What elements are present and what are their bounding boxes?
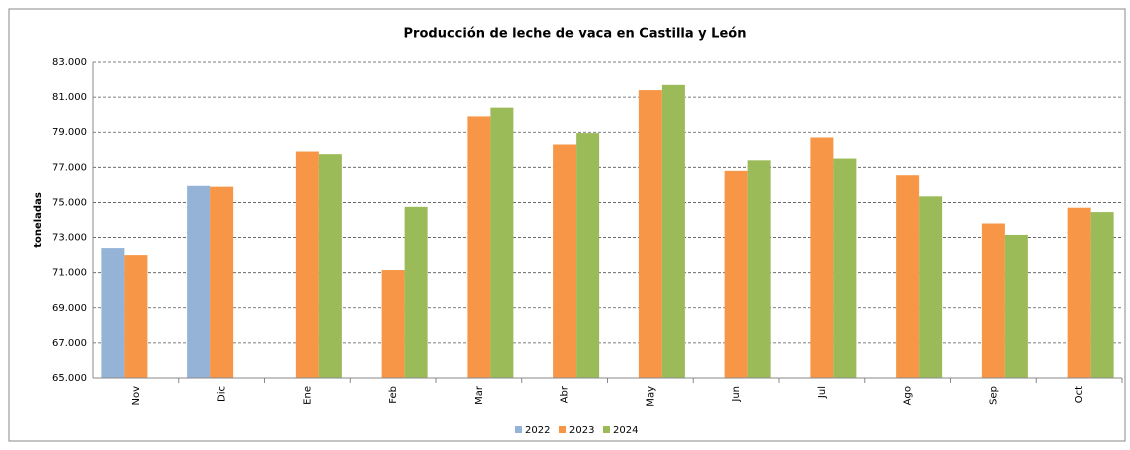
bar <box>1004 234 1028 378</box>
x-tick-label: Ene <box>302 386 313 405</box>
y-tick-label: 81.000 <box>52 92 87 103</box>
x-tick-label: Dic <box>217 386 228 402</box>
bar <box>638 90 662 378</box>
y-tick-label: 65.000 <box>52 373 87 384</box>
x-tick-label: Ago <box>903 386 914 405</box>
x-tick-label: Jun <box>731 386 742 403</box>
legend-label: 2022 <box>525 425 550 436</box>
legend-swatch <box>515 426 522 433</box>
y-tick-label: 71.000 <box>52 268 87 279</box>
legend-label: 2024 <box>613 425 638 436</box>
y-tick-label: 77.000 <box>52 162 87 173</box>
y-tick-label: 79.000 <box>52 127 87 138</box>
bar <box>381 270 405 378</box>
legend-swatch <box>559 426 566 433</box>
bar <box>101 248 125 378</box>
bar <box>1067 207 1091 378</box>
x-tick-label: Jul <box>817 386 828 399</box>
y-tick-label: 83.000 <box>52 57 87 68</box>
bar <box>896 175 920 378</box>
bar <box>467 116 491 378</box>
x-tick-label: Nov <box>131 386 142 406</box>
chart-title: Producción de leche de vaca en Castilla … <box>404 27 747 42</box>
x-tick-label: Feb <box>388 386 399 404</box>
y-axis-label: toneladas <box>33 192 44 248</box>
bar <box>919 196 943 378</box>
y-tick-label: 73.000 <box>52 233 87 244</box>
x-tick-label: Mar <box>474 385 485 405</box>
legend-swatch <box>603 426 610 433</box>
x-tick-label: Abr <box>560 385 571 403</box>
bar <box>124 255 148 378</box>
y-tick-label: 67.000 <box>52 338 87 349</box>
bar <box>318 154 342 378</box>
x-tick-label: May <box>645 386 656 407</box>
bar <box>747 160 771 378</box>
bar <box>210 186 234 378</box>
x-tick-label: Oct <box>1074 386 1085 403</box>
bar <box>295 151 319 378</box>
bar <box>981 223 1005 378</box>
x-tick-label: Sep <box>988 386 999 405</box>
bar <box>490 107 514 379</box>
y-tick-label: 69.000 <box>52 303 87 314</box>
bar <box>187 185 211 378</box>
legend-label: 2023 <box>569 425 594 436</box>
bar <box>576 133 600 378</box>
bar <box>661 84 685 379</box>
bar <box>553 144 577 378</box>
bar <box>810 137 834 378</box>
bar <box>1090 212 1114 378</box>
y-tick-label: 75.000 <box>52 197 87 208</box>
bar <box>833 158 857 378</box>
bar <box>724 170 748 378</box>
bar <box>404 206 428 378</box>
